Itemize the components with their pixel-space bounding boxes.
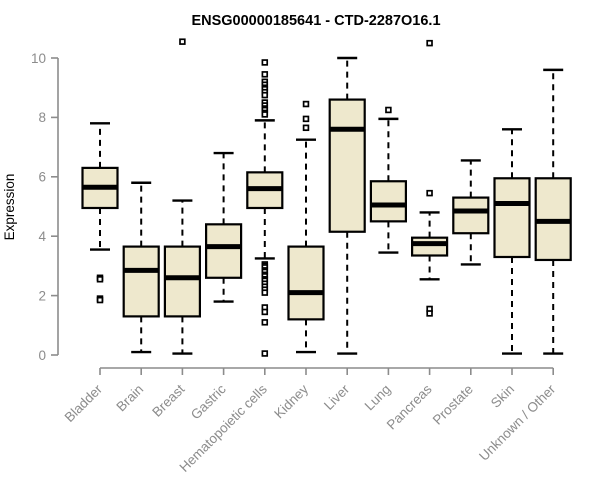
x-tick-label: Breast (149, 381, 187, 419)
box-gastric (205, 223, 243, 279)
outlier-point (96, 296, 104, 304)
outlier-point (302, 100, 310, 108)
y-tick-label: 8 (38, 110, 46, 125)
box-prostate (452, 196, 490, 235)
x-tick-label: Liver (321, 381, 353, 413)
y-tick-label: 2 (38, 288, 46, 303)
x-tick-label: Lung (362, 382, 394, 414)
box-liver (328, 98, 366, 233)
outlier-point (261, 59, 269, 66)
x-tick-label: Kidney (271, 381, 311, 421)
y-tick-label: 0 (38, 348, 46, 363)
outlier-point (302, 115, 310, 123)
box-breast (163, 245, 201, 318)
x-tick-label: Gastric (188, 381, 229, 422)
outlier-point (385, 106, 392, 114)
outlier-point (179, 38, 186, 45)
outlier-point (426, 39, 433, 47)
outlier-point (426, 189, 433, 197)
outlier-point (96, 276, 104, 283)
box-kidney (287, 245, 325, 321)
box-lung (369, 180, 407, 223)
x-tick-label: Unknown / Other (476, 381, 559, 464)
outlier-point (426, 310, 433, 317)
outlier-point (261, 289, 269, 296)
outlier-point (261, 111, 269, 118)
box-brain (122, 245, 160, 318)
y-axis-title: Expression (2, 174, 17, 241)
outlier-point (261, 319, 269, 326)
x-tick-label: Pancreas (384, 381, 435, 432)
outlier-point (302, 124, 310, 132)
outlier-point (261, 91, 269, 99)
outlier-point (261, 71, 269, 78)
outlier-point (261, 308, 269, 316)
box-skin (493, 177, 531, 259)
x-tick-label: Brain (113, 382, 146, 415)
x-tick-label: Bladder (62, 381, 106, 425)
y-tick-label: 10 (31, 51, 46, 66)
y-tick-label: 6 (38, 170, 46, 185)
box-pancreas (411, 236, 449, 257)
y-tick-label: 4 (38, 229, 46, 244)
outlier-point (261, 350, 269, 357)
x-tick-label: Prostate (430, 382, 476, 428)
x-tick-label: Skin (488, 382, 517, 411)
chart-title: ENSG00000185641 - CTD-2287O16.1 (191, 13, 440, 29)
